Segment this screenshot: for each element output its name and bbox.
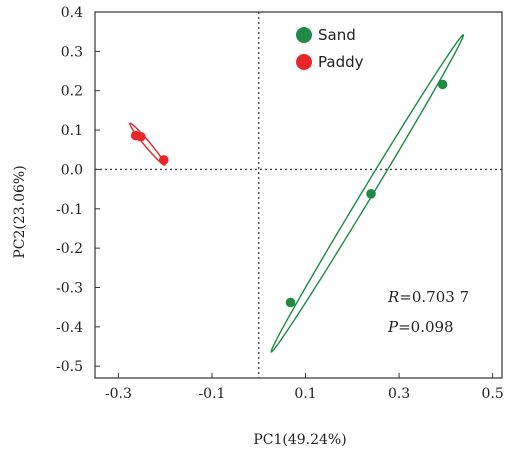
y-tick-label: 0.2 <box>61 84 83 100</box>
x-axis-ticks: -0.3 -0.1 0.1 0.3 0.5 <box>105 373 504 402</box>
y-tick-label: 0.3 <box>61 44 83 60</box>
y-tick-label: -0.3 <box>56 280 83 296</box>
y-tick-label: -0.1 <box>56 202 83 218</box>
r-statistic: R=0.703 7 <box>387 288 469 306</box>
y-axis-ticks: 0.4 0.3 0.2 0.1 0.0 -0.1 -0.2 -0.3 -0.4 -0.5 <box>56 5 100 375</box>
sand-point <box>285 297 296 308</box>
data-points <box>130 79 448 308</box>
p-statistic: P=0.098 <box>387 318 454 336</box>
y-tick-label: 0.4 <box>61 5 83 21</box>
x-tick-label: 0.1 <box>294 386 316 402</box>
paddy-ellipse <box>129 122 166 166</box>
plot-frame <box>94 11 503 379</box>
paddy-point <box>158 155 169 165</box>
x-tick-label: -0.1 <box>198 386 225 402</box>
paddy-point <box>136 131 146 142</box>
y-tick-label: -0.4 <box>56 320 83 336</box>
x-tick-label: -0.3 <box>105 386 132 402</box>
y-tick-label: 0.1 <box>61 123 83 139</box>
reference-lines <box>95 12 502 378</box>
sand-ellipse <box>270 33 464 354</box>
sand-legend-marker <box>296 27 312 43</box>
r-label: R <box>387 288 399 306</box>
sand-point <box>437 79 448 90</box>
r-value: =0.703 7 <box>399 288 469 306</box>
y-tick-label: -0.5 <box>56 359 83 375</box>
legend: Sand Paddy <box>296 26 364 71</box>
paddy-legend-marker <box>296 54 312 70</box>
sand-point <box>366 189 376 199</box>
y-tick-label: -0.2 <box>56 241 83 257</box>
sand-legend-label: Sand <box>318 26 356 44</box>
x-tick-label: 0.5 <box>482 386 504 402</box>
y-tick-label: 0.0 <box>61 162 83 178</box>
x-tick-label: 0.3 <box>388 386 410 402</box>
p-value: =0.098 <box>398 318 454 336</box>
y-axis-title: PC2(23.06%) <box>12 165 28 258</box>
confidence-ellipses <box>129 33 464 354</box>
p-label: P <box>387 318 399 336</box>
x-axis-title: PC1(49.24%) <box>253 432 346 448</box>
paddy-legend-label: Paddy <box>318 53 364 71</box>
